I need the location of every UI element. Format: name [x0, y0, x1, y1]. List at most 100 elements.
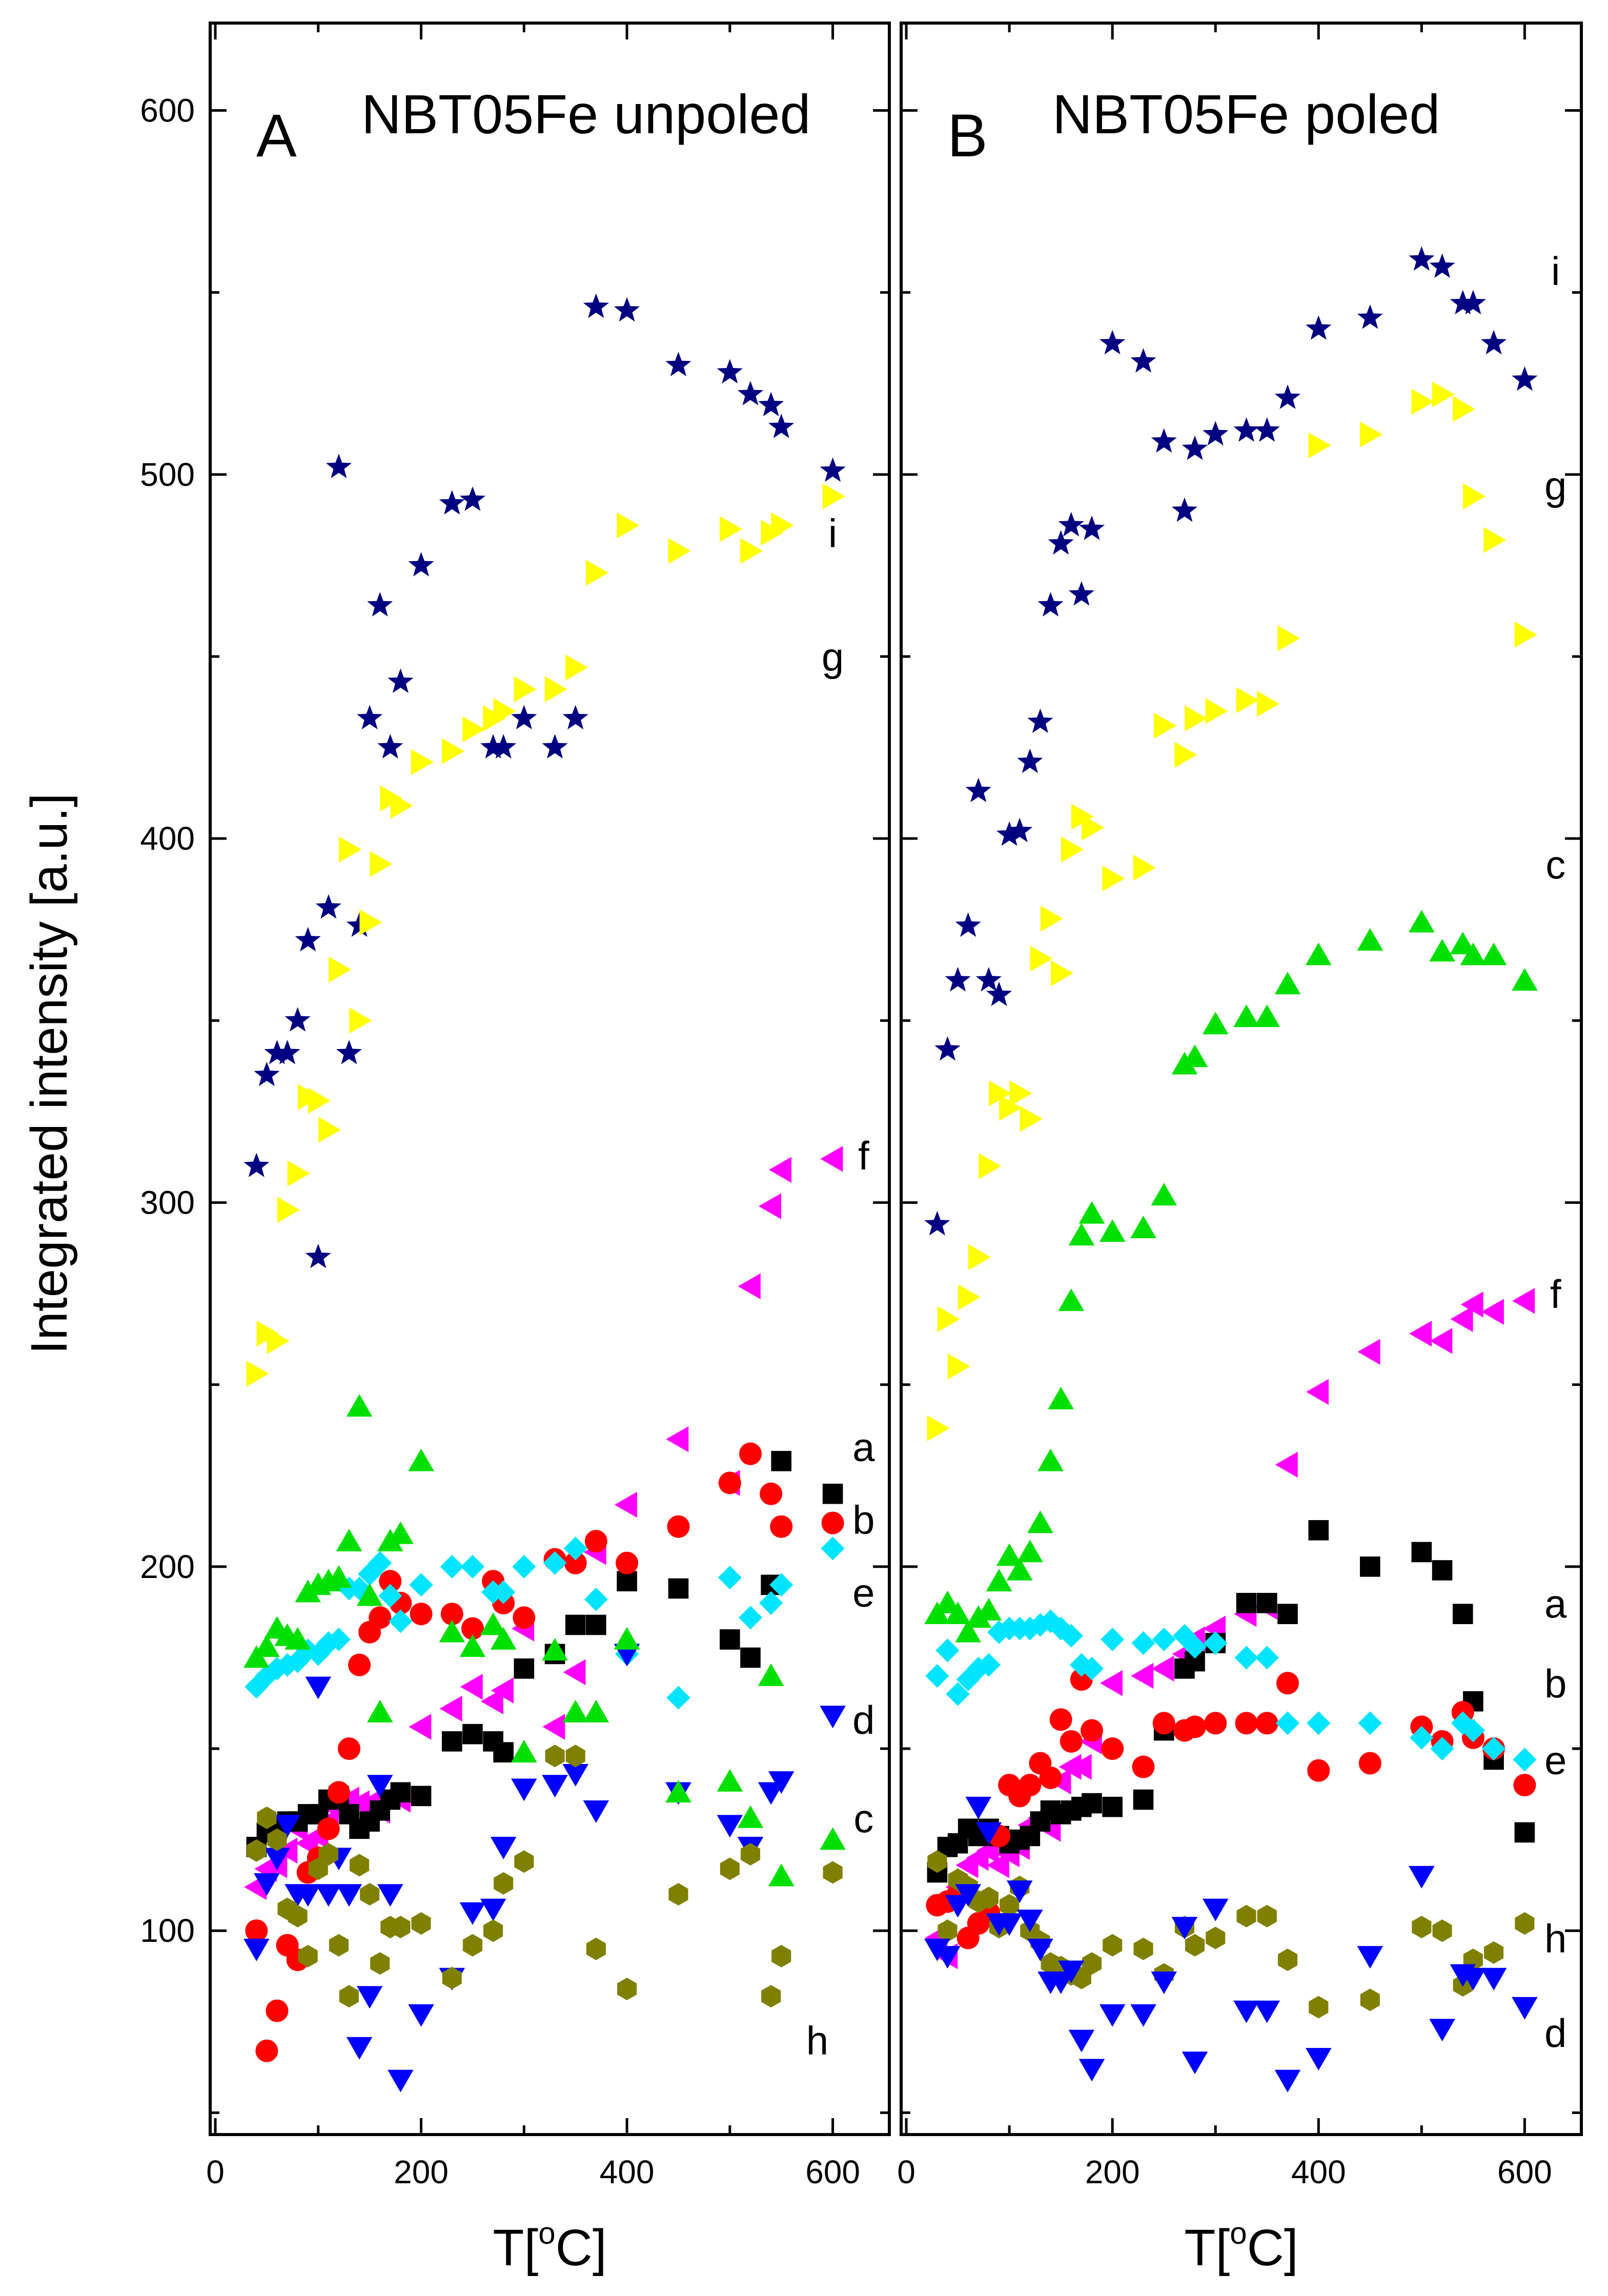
data-point-g — [1040, 906, 1063, 932]
data-point-a — [586, 1614, 606, 1635]
data-point-e — [1513, 1748, 1537, 1772]
data-point-i — [1480, 330, 1507, 355]
data-point-b — [1358, 1752, 1381, 1775]
data-point-g — [822, 483, 845, 509]
data-point-b — [1132, 1755, 1155, 1778]
data-point-b — [1204, 1712, 1227, 1735]
data-point-b — [410, 1603, 433, 1626]
panel-letter: B — [947, 102, 988, 170]
data-point-c — [356, 1583, 383, 1606]
data-point-g — [740, 538, 763, 564]
data-point-a — [1411, 1542, 1432, 1563]
data-point-c — [820, 1827, 846, 1850]
data-point-e — [1183, 1635, 1207, 1659]
data-point-d — [1512, 1997, 1538, 2020]
data-point-i — [1037, 592, 1064, 617]
data-point-a — [1236, 1593, 1257, 1613]
data-point-d — [336, 1884, 362, 1907]
data-point-i — [264, 1039, 290, 1064]
data-point-g — [411, 749, 434, 775]
series-i — [924, 246, 1538, 1236]
data-point-b — [440, 1603, 463, 1626]
series-h — [927, 1850, 1535, 2019]
data-point-g — [287, 1160, 310, 1186]
data-point-h — [761, 1985, 781, 2008]
data-point-e — [738, 1606, 763, 1630]
data-point-h — [360, 1883, 380, 1906]
data-point-h — [350, 1854, 370, 1877]
data-point-a — [1256, 1593, 1277, 1613]
data-point-g — [979, 1153, 1002, 1179]
data-point-g — [1020, 1105, 1043, 1132]
data-point-e — [1152, 1627, 1176, 1652]
data-point-h — [339, 1985, 359, 2008]
data-point-a — [771, 1451, 792, 1471]
data-point-i — [924, 1211, 950, 1236]
data-point-b — [1513, 1774, 1536, 1797]
data-point-c — [614, 1627, 640, 1650]
y-axis-title: Integrated intensity [a.u.] — [21, 793, 78, 1354]
data-point-i — [1130, 348, 1156, 373]
data-point-d — [305, 1676, 332, 1699]
data-point-e — [378, 1584, 402, 1608]
data-point-h — [1309, 1996, 1329, 2019]
data-point-d — [1409, 1865, 1435, 1889]
data-point-c — [284, 1627, 311, 1650]
data-point-i — [945, 967, 971, 992]
data-point-a — [1277, 1604, 1298, 1625]
data-point-h — [298, 1944, 318, 1967]
data-point-e — [1080, 1656, 1104, 1680]
data-point-f — [1306, 1379, 1329, 1405]
data-point-e — [1461, 1718, 1485, 1742]
series-label-c: c — [853, 1796, 873, 1841]
data-point-d — [388, 2069, 414, 2093]
data-point-g — [1452, 396, 1475, 422]
data-point-c — [1017, 1540, 1043, 1563]
data-point-i — [1512, 366, 1538, 391]
data-point-c — [1068, 1223, 1095, 1246]
data-point-c — [955, 1619, 981, 1643]
data-point-i — [274, 1039, 300, 1064]
plot-frame — [900, 22, 1583, 2136]
data-point-i — [955, 912, 981, 937]
data-point-b — [348, 1653, 371, 1676]
data-point-d — [1099, 2004, 1126, 2027]
x-axis-title-end: C] — [556, 2219, 607, 2277]
data-point-c — [1409, 910, 1435, 933]
data-point-i — [1058, 511, 1084, 537]
data-point-f — [1450, 1306, 1473, 1332]
data-point-i — [1450, 290, 1476, 315]
data-point-c — [1182, 1044, 1208, 1068]
data-point-i — [254, 1061, 280, 1086]
series-label-c: c — [1545, 842, 1565, 887]
data-point-c — [408, 1448, 434, 1471]
data-point-i — [377, 734, 403, 758]
data-point-c — [986, 1569, 1012, 1592]
x-axis-title: T[oC] — [1184, 2216, 1298, 2277]
data-point-g — [947, 1353, 970, 1380]
data-point-h — [1515, 1912, 1535, 1935]
data-point-e — [1131, 1631, 1155, 1655]
data-point-i — [1357, 304, 1383, 329]
data-point-c — [975, 1597, 1002, 1621]
data-point-i — [1460, 290, 1486, 315]
data-point-b — [461, 1617, 484, 1640]
data-point-h — [329, 1934, 349, 1957]
data-point-g — [565, 654, 588, 681]
data-point-g — [927, 1415, 950, 1442]
data-point-d — [254, 1873, 280, 1896]
data-point-g — [441, 738, 464, 764]
series-h — [247, 1745, 843, 2008]
data-point-g — [329, 956, 352, 983]
data-point-e — [1234, 1646, 1258, 1670]
data-point-i — [1233, 417, 1259, 442]
data-point-h — [442, 1966, 462, 1990]
data-point-f — [1275, 1451, 1298, 1478]
data-point-a — [565, 1614, 586, 1635]
data-point-b — [255, 2039, 278, 2062]
data-point-c — [254, 1634, 280, 1657]
data-point-h — [1412, 1916, 1432, 1939]
x-axis-title: T[oC] — [493, 2216, 606, 2277]
data-point-d — [975, 1822, 1002, 1845]
data-point-c — [1099, 1219, 1126, 1242]
